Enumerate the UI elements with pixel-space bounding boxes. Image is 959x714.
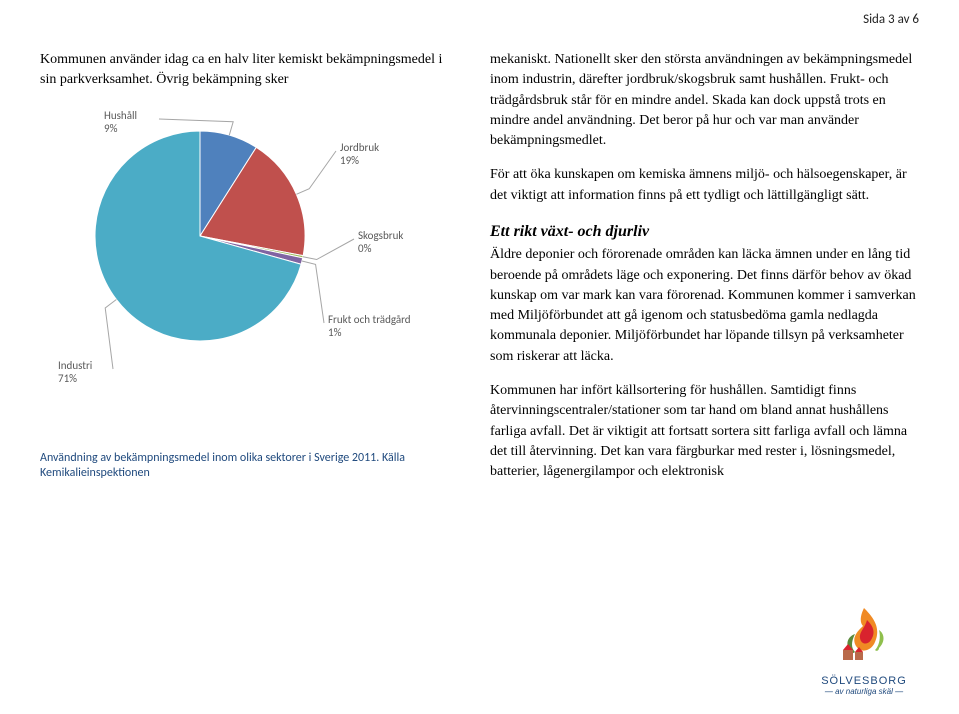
- section-heading: Ett rikt växt- och djurliv: [490, 220, 919, 243]
- body-paragraph: Äldre deponier och förorenade områden ka…: [490, 245, 919, 367]
- logo-title: SÖLVESBORG: [819, 675, 909, 687]
- chart-source: Användning av bekämpningsmedel inom olik…: [40, 451, 460, 482]
- pie-label: Frukt och trädgård1%: [328, 313, 411, 339]
- pie-chart: Hushåll9% Jordbruk19% Skogsbruk0% Frukt och…: [40, 101, 420, 391]
- two-column-layout: Kommunen använder idag ca en halv liter …: [40, 50, 919, 497]
- logo-art: [843, 608, 884, 660]
- pie-label: Skogsbruk0%: [358, 229, 403, 255]
- pie-label: Hushåll9%: [104, 109, 137, 135]
- logo-icon: [819, 600, 909, 670]
- right-column: mekaniskt. Nationellt sker den största a…: [490, 50, 919, 497]
- body-paragraph: För att öka kunskapen om kemiska ämnens …: [490, 165, 919, 206]
- logo-subtitle: — av naturliga skäl —: [819, 687, 909, 696]
- pie-label: Jordbruk19%: [340, 141, 379, 167]
- solvesborg-logo: SÖLVESBORG — av naturliga skäl —: [819, 600, 909, 696]
- left-column: Kommunen använder idag ca en halv liter …: [40, 50, 460, 497]
- leader-line: [296, 151, 336, 194]
- left-intro-text: Kommunen använder idag ca en halv liter …: [40, 50, 460, 91]
- leader-line: [105, 299, 116, 369]
- leader-line: [302, 261, 324, 323]
- body-paragraph: mekaniskt. Nationellt sker den största a…: [490, 50, 919, 151]
- leader-line: [303, 239, 354, 260]
- body-paragraph: Kommunen har infört källsortering för hu…: [490, 381, 919, 482]
- pie-label: Industri71%: [58, 359, 92, 385]
- page-number: Sida 3 av 6: [863, 12, 919, 27]
